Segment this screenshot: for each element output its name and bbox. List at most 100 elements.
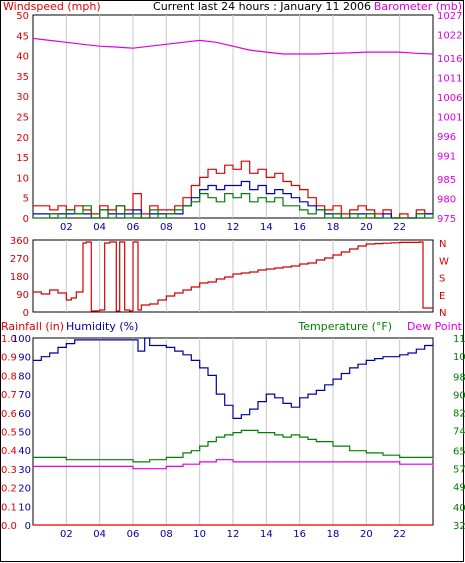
humidity-series-line bbox=[33, 337, 434, 419]
x-tick-label: 16 bbox=[293, 222, 306, 233]
barometer-tick-label: 1027 bbox=[437, 11, 462, 22]
barometer-tick-label: 980 bbox=[437, 194, 456, 205]
humidity-tick-label: 60 bbox=[18, 409, 31, 420]
humidity-axis-label: Humidity (%) bbox=[66, 320, 138, 333]
windspeed-tick-label: 40 bbox=[16, 52, 29, 63]
temperature-axis-label: Temperature (°F) bbox=[297, 320, 392, 333]
humidity-tick-label: 80 bbox=[18, 371, 31, 382]
rainfall-tick-label: 1.0 bbox=[1, 334, 17, 345]
x-tick-label: 10 bbox=[193, 222, 206, 233]
compass-tick-label: S bbox=[439, 274, 445, 285]
temperature-tick-label: 40 bbox=[453, 503, 465, 514]
temperature-tick-label: 65 bbox=[453, 447, 465, 458]
humidity-tick-label: 50 bbox=[18, 428, 31, 439]
rainfall-axis-label: Rainfall (in) bbox=[1, 320, 64, 333]
compass-tick-label: W bbox=[439, 256, 449, 267]
x-tick-label: 12 bbox=[227, 529, 240, 540]
wind-gust-series-line bbox=[33, 193, 434, 219]
barometer-tick-label: 975 bbox=[437, 214, 456, 225]
rainfall-tick-label: 0.6 bbox=[1, 409, 17, 420]
humidity-tick-label: 10 bbox=[18, 502, 31, 513]
barometer-tick-label: 1001 bbox=[437, 113, 462, 124]
temperature-tick-label: 32 bbox=[453, 521, 465, 532]
rainfall-tick-label: 0.8 bbox=[1, 371, 17, 382]
windspeed-tick-label: 15 bbox=[16, 153, 29, 164]
wind-direction-series-line bbox=[33, 241, 433, 312]
x-tick-label: 18 bbox=[327, 529, 340, 540]
x-tick-label: 06 bbox=[127, 222, 140, 233]
rainfall-tick-label: 0.3 bbox=[1, 465, 17, 476]
compass-tick-label: E bbox=[439, 291, 445, 302]
humidity-tick-label: 70 bbox=[18, 390, 31, 401]
x-tick-label: 14 bbox=[260, 222, 273, 233]
x-tick-label: 22 bbox=[393, 222, 406, 233]
windspeed-tick-label: 20 bbox=[16, 133, 29, 144]
dew-point-series-line bbox=[33, 459, 434, 470]
humidity-tick-label: 0 bbox=[25, 521, 31, 532]
direction-tick-label: 0 bbox=[23, 308, 29, 319]
x-tick-label: 04 bbox=[93, 222, 106, 233]
temperature-series-line bbox=[33, 429, 434, 463]
windspeed-series-line bbox=[33, 160, 433, 219]
x-tick-label: 04 bbox=[93, 529, 106, 540]
x-tick-label: 12 bbox=[227, 222, 240, 233]
rainfall-tick-label: 0.1 bbox=[1, 502, 17, 513]
x-tick-label: 14 bbox=[260, 529, 273, 540]
rainfall-tick-label: 0.5 bbox=[1, 428, 17, 439]
x-tick-label: 08 bbox=[160, 529, 173, 540]
compass-tick-label: N bbox=[439, 308, 446, 319]
rainfall-tick-label: 0.7 bbox=[1, 390, 17, 401]
rainfall-tick-label: 0.4 bbox=[1, 446, 17, 457]
rainfall-tick-label: 0.9 bbox=[1, 353, 17, 364]
x-tick-label: 10 bbox=[193, 529, 206, 540]
barometer-tick-label: 991 bbox=[437, 152, 456, 163]
barometer-tick-label: 1006 bbox=[437, 93, 462, 104]
humidity-tick-label: 40 bbox=[18, 446, 31, 457]
temperature-tick-label: 57 bbox=[453, 465, 465, 476]
barometer-tick-label: 996 bbox=[437, 132, 456, 143]
x-tick-label: 02 bbox=[60, 529, 73, 540]
windspeed-tick-label: 30 bbox=[16, 92, 29, 103]
x-tick-label: 20 bbox=[360, 222, 373, 233]
temperature-tick-label: 49 bbox=[453, 483, 465, 494]
barometer-tick-label: 1022 bbox=[437, 31, 462, 42]
barometer-axis-label: Barometer (mb) bbox=[374, 0, 462, 13]
x-tick-label: 18 bbox=[327, 222, 340, 233]
temperature-tick-label: 115 bbox=[453, 334, 465, 345]
humidity-tick-label: 90 bbox=[18, 353, 31, 364]
x-tick-label: 16 bbox=[293, 529, 306, 540]
barometer-tick-label: 985 bbox=[437, 175, 456, 186]
temperature-tick-label: 90 bbox=[453, 390, 465, 401]
humidity-tick-label: 20 bbox=[18, 484, 31, 495]
wind-average-series-line bbox=[33, 180, 433, 219]
windspeed-tick-label: 10 bbox=[16, 173, 29, 184]
temperature-tick-label: 98 bbox=[453, 372, 465, 383]
chart-title: Current last 24 hours : January 11 2006 bbox=[153, 0, 371, 13]
x-tick-label: 08 bbox=[160, 222, 173, 233]
windspeed-tick-label: 50 bbox=[16, 11, 29, 22]
direction-tick-label: 180 bbox=[10, 272, 29, 283]
humidity-temperature-panel: 0.0 0.1 0.2 0.3 0.4 0.5 0.6 0.7 0.8 0.9 1.0 0 10 20 30… bbox=[1, 334, 465, 540]
direction-tick-label: 270 bbox=[10, 254, 29, 265]
dewpoint-axis-label: Dew Point bbox=[407, 320, 463, 333]
x-tick-label: 20 bbox=[360, 529, 373, 540]
windspeed-axis-label: Windspeed (mph) bbox=[3, 0, 101, 13]
humidity-tick-label: 30 bbox=[18, 465, 31, 476]
windspeed-tick-label: 35 bbox=[16, 72, 29, 83]
windspeed-tick-label: 0 bbox=[23, 214, 29, 225]
x-tick-label: 02 bbox=[60, 222, 73, 233]
x-tick-label: 06 bbox=[127, 529, 140, 540]
barometer-tick-label: 1011 bbox=[437, 73, 462, 84]
direction-tick-label: 360 bbox=[10, 236, 29, 247]
direction-tick-label: 90 bbox=[16, 290, 29, 301]
humidity-tick-label: 100 bbox=[12, 334, 31, 345]
windspeed-tick-label: 45 bbox=[16, 31, 29, 42]
rainfall-tick-label: 0.2 bbox=[1, 484, 17, 495]
barometer-series-line bbox=[32, 37, 434, 55]
compass-tick-label: N bbox=[439, 239, 446, 250]
temperature-tick-label: 74 bbox=[453, 426, 465, 437]
windspeed-tick-label: 5 bbox=[23, 194, 29, 205]
wind-barometer-panel: 0 5 10 15 20 25 30 35 40 45 50 975 980 985 991 996 1001 1… bbox=[16, 11, 462, 233]
x-tick-label: 22 bbox=[393, 529, 406, 540]
